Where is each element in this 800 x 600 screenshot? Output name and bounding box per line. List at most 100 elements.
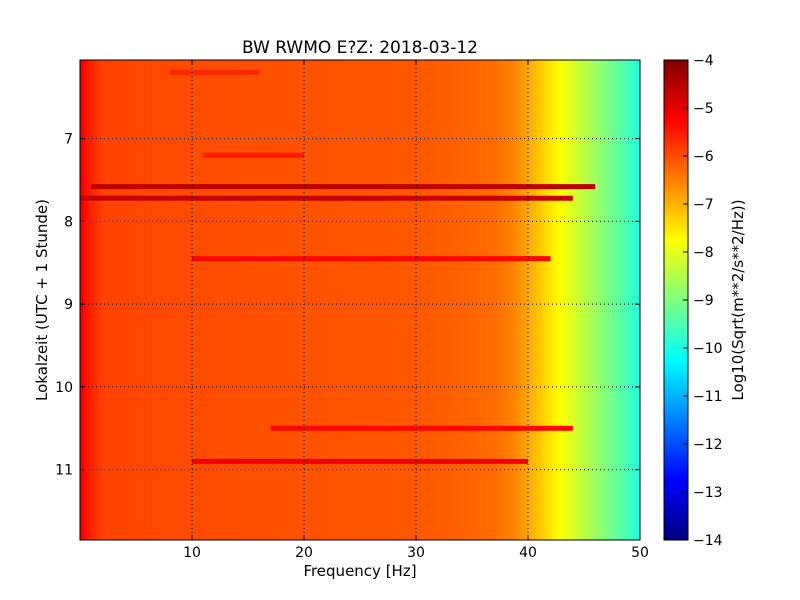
spectrum-strip xyxy=(351,60,355,540)
spectrum-strip xyxy=(421,60,425,540)
colorbar-tick-label: −13 xyxy=(693,485,723,501)
spectrum-strip xyxy=(220,60,224,540)
spectrum-strip xyxy=(270,60,274,540)
spectrum-strip xyxy=(385,60,389,540)
spectrum-strip xyxy=(572,60,577,540)
spectrum-strip xyxy=(519,60,523,540)
spectrum-strip xyxy=(570,60,574,540)
spectrum-strip xyxy=(623,60,627,540)
spectrum-strip xyxy=(94,60,98,540)
band-layer xyxy=(80,69,596,464)
spectrum-strip xyxy=(631,60,635,540)
spectrum-strip xyxy=(150,60,154,540)
spectrum-strip xyxy=(290,60,294,540)
spectrum-strip xyxy=(592,60,596,540)
spectrum-strip xyxy=(620,60,624,540)
spectrum-strip xyxy=(287,60,291,540)
spectrum-strip xyxy=(567,60,571,540)
spectrum-strip xyxy=(477,60,481,540)
spectrum-strip xyxy=(424,60,428,540)
spectrum-strip xyxy=(309,60,313,540)
spectrum-strip xyxy=(217,60,221,540)
spectrum-strip xyxy=(374,60,378,540)
spectrum-strip xyxy=(329,60,333,540)
spectrum-strip xyxy=(418,60,423,540)
colorbar-axis: −4 −5 −6 −7 −8 −9 −10 −11 −12 −13 −14 xyxy=(683,53,723,549)
spectrum-strip xyxy=(301,60,305,540)
spectrum-strip xyxy=(231,60,235,540)
spectrum-strip xyxy=(96,60,101,540)
spectrum-strip xyxy=(239,60,243,540)
spectrum-strip xyxy=(164,60,168,540)
spectrum-strip xyxy=(122,60,126,540)
spectrum-strip xyxy=(82,60,87,540)
spectrum-strip xyxy=(225,60,229,540)
spectrum-strip xyxy=(312,60,316,540)
spectrum-strip xyxy=(539,60,543,540)
spectrum-strip xyxy=(136,60,140,540)
spectrum-strip xyxy=(368,60,372,540)
spectrum-strip xyxy=(295,60,299,540)
spectrum-strip xyxy=(396,60,400,540)
spectrum-strip xyxy=(514,60,518,540)
spectrum-strip xyxy=(463,60,467,540)
spectrum-strip xyxy=(614,60,619,540)
x-axis: 10 20 30 40 50 xyxy=(183,60,649,561)
spectrum-strip xyxy=(626,60,630,540)
spectrum-strip xyxy=(561,60,565,540)
spectrum-strip xyxy=(110,60,115,540)
spectrum-strip xyxy=(197,60,201,540)
spectrum-strip xyxy=(606,60,610,540)
spectrum-strip xyxy=(530,60,535,540)
y-tick-label: 10 xyxy=(55,380,73,396)
spectrum-strip xyxy=(267,60,271,540)
x-tick-label: 40 xyxy=(519,545,537,561)
spectrum-strip xyxy=(200,60,204,540)
energy-band xyxy=(270,425,573,431)
spectrum-strip xyxy=(505,60,509,540)
energy-band xyxy=(192,256,551,262)
spectrum-strip xyxy=(595,60,599,540)
spectrum-strip xyxy=(472,60,476,540)
spectrum-strip xyxy=(600,60,605,540)
spectrum-strip xyxy=(427,60,431,540)
spectrum-strip xyxy=(315,60,319,540)
spectrum-strip xyxy=(362,60,367,540)
spectrum-strip xyxy=(346,60,350,540)
spectrum-strip xyxy=(320,60,325,540)
spectrum-strip xyxy=(491,60,495,540)
spectrum-strip xyxy=(155,60,159,540)
energy-band xyxy=(169,69,260,75)
spectrum-strip xyxy=(236,60,241,540)
colorbar-tick-label: −7 xyxy=(693,197,714,213)
spectrum-strip xyxy=(432,60,437,540)
spectrum-strip xyxy=(183,60,187,540)
spectrum-strip xyxy=(550,60,554,540)
x-axis-label: Frequency [Hz] xyxy=(303,562,416,580)
spectrum-strip xyxy=(318,60,322,540)
spectrum-strip xyxy=(304,60,308,540)
energy-band xyxy=(192,458,528,464)
spectrum-strip xyxy=(379,60,383,540)
spectrum-strip xyxy=(598,60,602,540)
spectrum-strip xyxy=(130,60,134,540)
spectrum-strip xyxy=(522,60,526,540)
spectrum-strip xyxy=(152,60,157,540)
spectrum-strip xyxy=(186,60,190,540)
spectrum-strip xyxy=(441,60,445,540)
colorbar-tick-label: −14 xyxy=(693,533,723,549)
spectrum-strip xyxy=(382,60,386,540)
spectrum-strip xyxy=(119,60,123,540)
spectrum-strip xyxy=(486,60,490,540)
spectrum-strip xyxy=(494,60,498,540)
spectrum-strip xyxy=(466,60,470,540)
spectrum-strip xyxy=(161,60,165,540)
spectrum-strip xyxy=(376,60,381,540)
spectrum-strip xyxy=(388,60,392,540)
spectrum-strip xyxy=(116,60,120,540)
energy-band xyxy=(91,184,596,190)
spectrum-strip xyxy=(617,60,621,540)
spectrum-strip xyxy=(578,60,582,540)
spectrum-strip xyxy=(637,60,640,540)
